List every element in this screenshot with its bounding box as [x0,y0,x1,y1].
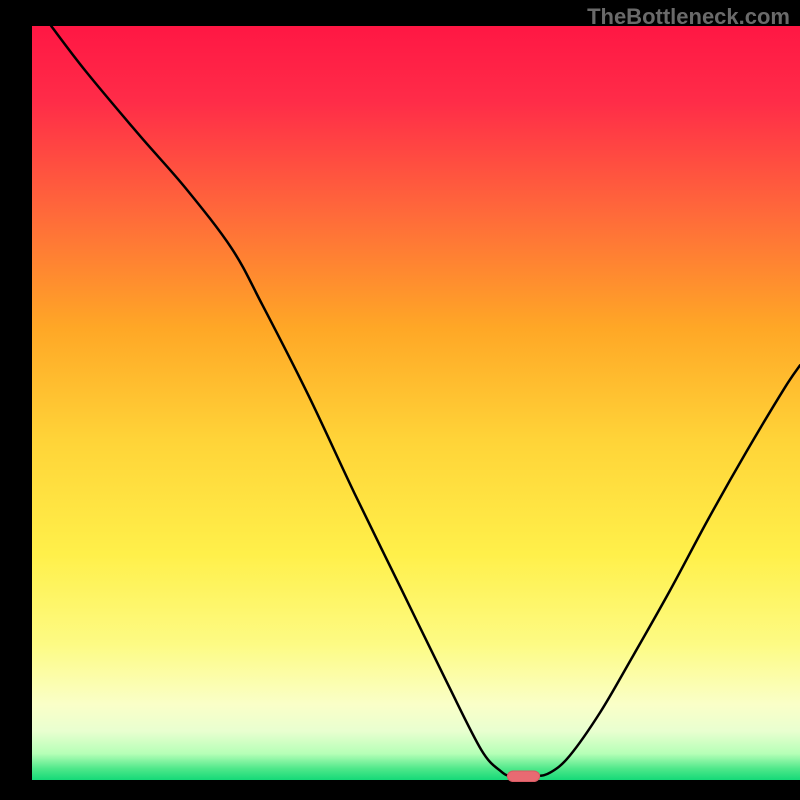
chart-svg [0,0,800,800]
plot-background [32,26,800,780]
bottleneck-chart: TheBottleneck.com [0,0,800,800]
watermark-text: TheBottleneck.com [587,4,790,30]
optimal-marker [507,771,539,782]
